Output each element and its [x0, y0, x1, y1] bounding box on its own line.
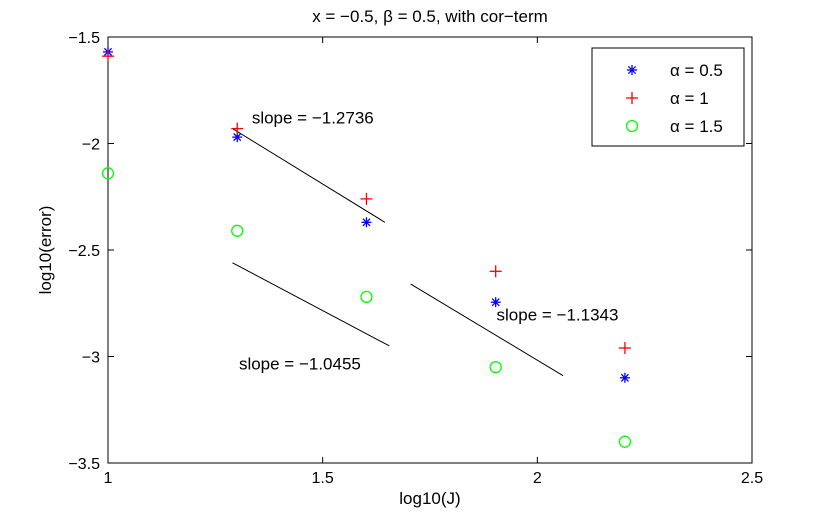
y-tick-label: −3: [82, 350, 100, 367]
y-tick-label: −1.5: [68, 30, 100, 47]
slope-line: [410, 283, 564, 377]
asterisk-stroke: [620, 373, 629, 382]
asterisk-stroke: [627, 65, 637, 75]
asterisk-stroke: [233, 133, 242, 142]
circle-stroke: [101, 167, 115, 180]
legend-label: α = 1.5: [670, 117, 723, 136]
data-point-series-3: [618, 435, 632, 448]
legend-label: α = 1: [670, 89, 709, 108]
slope-annotation: slope = −1.0455: [239, 354, 361, 373]
data-point-series-3: [231, 224, 244, 237]
chart-title: x = −0.5, β = 0.5, with cor−term: [312, 7, 548, 26]
data-point-series-3: [101, 167, 115, 180]
slope-line: [232, 128, 386, 223]
x-tick-label: 1: [104, 470, 113, 487]
data-point-series-2: [618, 341, 631, 354]
data-point-series-1: [619, 372, 630, 383]
legend-marker-series-1: [627, 65, 637, 75]
data-point-series-2: [231, 122, 244, 135]
legend-box: [591, 47, 745, 147]
x-tick-label: 1.5: [312, 470, 334, 487]
data-point-series-3: [360, 290, 373, 304]
legend-marker-series-2: [626, 92, 638, 104]
data-point-series-2: [102, 50, 114, 63]
legend-label: α = 0.5: [670, 61, 723, 80]
circle-stroke: [625, 119, 639, 133]
circle-stroke: [618, 435, 632, 448]
asterisk-stroke: [491, 298, 500, 307]
data-point-series-3: [489, 360, 502, 374]
circle-stroke: [360, 290, 373, 304]
slope-line: [232, 262, 390, 347]
data-point-series-2: [489, 265, 502, 278]
x-axis-label: log10(J): [399, 489, 460, 508]
slope-annotation: slope = −1.2736: [252, 108, 374, 127]
data-point-series-1: [361, 217, 372, 228]
y-axis-label: log10(error): [36, 206, 55, 295]
data-point-series-1: [490, 297, 501, 308]
y-tick-label: −3.5: [68, 456, 100, 473]
legend-marker-series-3: [625, 119, 639, 133]
x-tick-label: 2: [533, 470, 542, 487]
data-point-series-2: [360, 192, 373, 205]
y-tick-label: −2: [82, 137, 100, 154]
slope-annotation: slope = −1.1343: [497, 305, 619, 324]
x-tick-label: 2.5: [741, 470, 763, 487]
circle-stroke: [231, 224, 244, 237]
asterisk-stroke: [362, 218, 371, 227]
circle-stroke: [489, 360, 502, 374]
y-tick-label: −2.5: [68, 243, 100, 260]
